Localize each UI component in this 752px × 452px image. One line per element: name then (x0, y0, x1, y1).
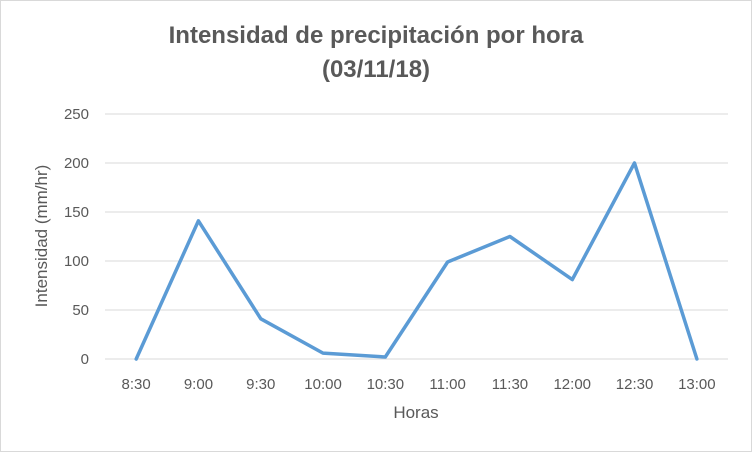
x-tick-label: 12:30 (616, 376, 654, 393)
x-tick-label: 9:30 (246, 376, 275, 393)
y-tick-label: 0 (81, 351, 89, 368)
x-tick-labels: 8:30 9:00 9:30 10:00 10:30 11:00 11:30 12:00 12:… (122, 376, 716, 393)
chart-title: Intensidad de precipitación por hora (03… (1, 19, 751, 87)
y-tick-label: 150 (64, 204, 89, 221)
gridlines (105, 113, 728, 360)
x-tick-label: 11:00 (429, 376, 465, 393)
y-tick-label: 200 (64, 155, 89, 172)
chart-title-line-2: (03/11/18) (321, 56, 431, 83)
y-tick-labels: 0 50 100 150 200 250 (64, 106, 89, 368)
x-tick-label: 8:30 (122, 376, 151, 393)
x-tick-label: 12:00 (553, 376, 591, 393)
chart-title-line-1: Intensidad de precipitación por hora (168, 22, 584, 49)
x-tick-label: 13:00 (678, 376, 716, 393)
series-line (134, 161, 699, 361)
x-axis-label: Horas (393, 403, 438, 422)
x-tick-label: 9:00 (184, 376, 213, 393)
x-tick-label: 10:30 (367, 376, 405, 393)
x-tick-label: 10:00 (304, 376, 342, 393)
y-tick-label: 50 (72, 302, 89, 319)
y-tick-label: 250 (64, 106, 89, 123)
y-tick-label: 100 (64, 253, 89, 270)
x-tick-label: 11:30 (492, 376, 528, 393)
y-axis-label: Intensidad (mm/hr) (32, 165, 51, 308)
